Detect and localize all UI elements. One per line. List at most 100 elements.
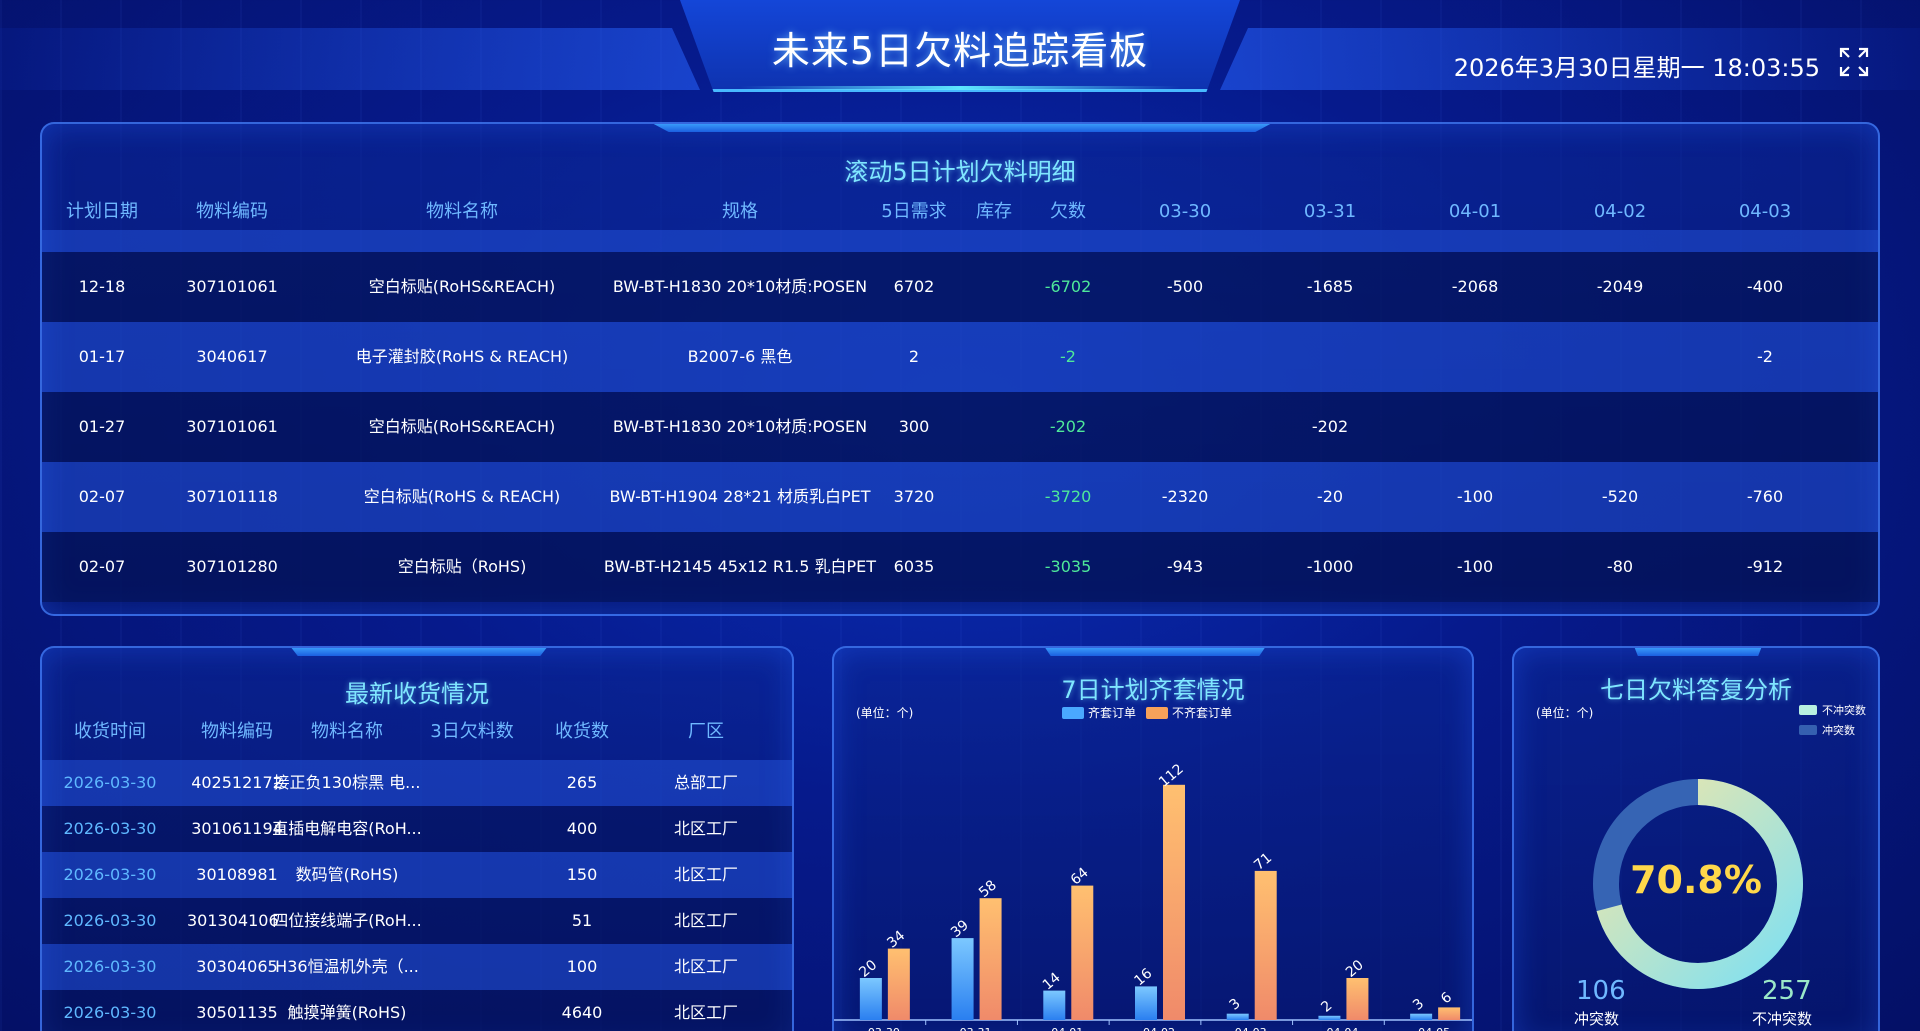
x-tick-label: 04-03 [1235, 1026, 1267, 1031]
bar-kit[interactable] [859, 978, 882, 1020]
table-cell [1550, 322, 1690, 392]
panel-tab [1634, 648, 1762, 656]
donut-legend-conflict[interactable]: 冲突数 [1799, 722, 1866, 738]
bar-not-kit[interactable] [887, 948, 910, 1020]
list-item[interactable]: 2026-03-30 30108981 数码管(RoHS) 150 北区工厂 [42, 852, 792, 898]
table-cell: BW-BT-H1904 28*21 材质乳白PET [609, 487, 871, 506]
table-row[interactable]: 12-18 307101061 空白标贴(RoHS&REACH) BW-BT-H183… [42, 252, 1878, 322]
table-cell: 6035 [893, 557, 935, 576]
column-header: 物料编码 [201, 721, 273, 742]
table-cell [417, 944, 527, 990]
table-cell: -202 [1049, 417, 1087, 436]
table-row[interactable]: 02-07 307101280 空白标贴（RoHS) BW-BT-H2145 45x1… [42, 532, 1878, 602]
table-cell: 空白标贴(RoHS&REACH) [368, 417, 556, 436]
table-cell: BW-BT-H1830 20*10材质:POSEN [612, 417, 868, 436]
table-cell [1695, 392, 1835, 462]
bar-kit[interactable] [1226, 1013, 1249, 1020]
panel-tab [650, 124, 1274, 132]
receipts-table-body[interactable]: 2026-03-30 402512172 接正负130棕黑 电... 265 总部工厂 2… [42, 750, 792, 1031]
table-cell [954, 322, 1034, 392]
x-tick-label: 03-31 [960, 1026, 992, 1031]
table-cell: -20 [1316, 487, 1344, 506]
table-row[interactable]: 01-17 3040617 电子灌封胶(RoHS & REACH) B2007-6 黑… [42, 322, 1878, 392]
list-item[interactable]: 2026-03-30 30304065 H36恒温机外壳（... 100 北区工厂 [42, 944, 792, 990]
column-header: 物料编码 [196, 201, 268, 222]
table-cell: 接正负130棕黑 电... [273, 773, 421, 792]
bar-kit[interactable] [1043, 990, 1066, 1020]
list-item[interactable]: 2026-03-30 30501135 触摸弹簧(RoHS) 4640 北区工厂 [42, 990, 792, 1031]
column-header: 库存 [976, 201, 1012, 222]
table-cell: 02-07 [78, 487, 126, 506]
table-cell: 307101118 [186, 487, 278, 506]
column-header: 04-02 [1593, 201, 1647, 222]
receipts-panel: 最新收货情况 收货时间 物料编码 物料名称 3日欠料数 收货数 厂区 2026-03-30… [40, 646, 794, 1031]
table-cell: 北区工厂 [673, 819, 738, 838]
table-cell: -2 [1060, 347, 1076, 366]
data-label: 20 [1343, 957, 1367, 981]
column-header: 物料名称 [426, 201, 498, 222]
table-cell: 北区工厂 [673, 911, 738, 930]
data-label: 71 [1251, 850, 1275, 874]
table-row[interactable]: 02-07 307101118 空白标贴(RoHS & REACH) BW-BT-H1… [42, 462, 1878, 532]
table-cell: 2026-03-30 [63, 957, 157, 976]
donut-legend-no-conflict[interactable]: 不冲突数 [1799, 702, 1866, 718]
legend-label: 冲突数 [1822, 724, 1855, 737]
bar-not-kit[interactable] [1163, 784, 1185, 1020]
table-cell: 12-18 [78, 277, 126, 296]
donut-unit-label: (单位：个) [1536, 706, 1594, 720]
table-row[interactable]: 01-27 307101061 空白标贴(RoHS&REACH) BW-BT-H183… [42, 392, 1878, 462]
list-item[interactable]: 2026-03-30 301304106-1 四位接线端子(RoH... 51 北区工厂 [42, 898, 792, 944]
x-tick-label: 04-02 [1143, 1026, 1175, 1031]
shortage-detail-panel: 滚动5日计划欠料明细 计划日期 物料编码 物料名称 规格 5日需求 库存 欠数 03-30 03… [40, 122, 1880, 616]
bar-kit[interactable] [1410, 1013, 1433, 1020]
bar-not-kit[interactable] [1346, 978, 1369, 1020]
conflict-count: 106 [1576, 976, 1626, 1006]
table-cell: 3040617 [196, 347, 268, 366]
bar-kit[interactable] [951, 938, 974, 1020]
x-tick-label: 04-01 [1051, 1026, 1083, 1031]
data-label: 20 [856, 957, 880, 981]
data-label: 6 [1438, 989, 1455, 1007]
table-cell: 总部工厂 [673, 773, 738, 792]
donut-legend: 不冲突数 冲突数 [1799, 702, 1866, 742]
table-cell [1260, 322, 1400, 392]
data-label: 64 [1068, 865, 1092, 889]
header-title-plate [680, 0, 1240, 92]
donut-segment-no-conflict[interactable] [1593, 779, 1803, 989]
table-cell: BW-BT-H2145 45x12 R1.5 乳白PET [603, 557, 877, 576]
bar-not-kit[interactable] [1071, 885, 1094, 1020]
panel-tab [1044, 648, 1266, 656]
table-cell: 301304106-1 [187, 911, 287, 930]
legend-label: 不冲突数 [1822, 704, 1866, 717]
table-cell: -760 [1746, 487, 1784, 506]
header-bar-right [1220, 28, 1920, 90]
table-cell: 30304065 [196, 957, 278, 976]
table-cell: 300 [898, 417, 930, 436]
bar-kit[interactable] [1318, 1015, 1341, 1020]
table-cell: 150 [566, 865, 598, 884]
table-cell [1550, 392, 1690, 462]
bar-not-kit[interactable] [1254, 870, 1277, 1020]
table-body[interactable]: 12-18 307101061 空白标贴(RoHS&REACH) BW-BT-H183… [42, 230, 1878, 614]
table-cell: -100 [1456, 557, 1494, 576]
bar-kit[interactable] [1135, 986, 1157, 1020]
table-cell [417, 806, 527, 852]
data-label: 3 [1227, 996, 1244, 1014]
bar-not-kit[interactable] [1438, 1007, 1461, 1020]
bar-not-kit[interactable] [979, 898, 1002, 1020]
x-tick-label: 03-30 [868, 1026, 900, 1031]
table-cell: 电子灌封胶(RoHS & REACH) [355, 347, 569, 366]
legend-item-kit[interactable]: 齐套订单 [1062, 704, 1136, 721]
list-item[interactable]: 2026-03-30 402512172 接正负130棕黑 电... 265 总部工厂 [42, 760, 792, 806]
table-cell: 307101061 [186, 417, 278, 436]
column-header: 04-01 [1448, 201, 1502, 222]
table-cell: 北区工厂 [673, 865, 738, 884]
list-item[interactable]: 2026-03-30 301061194 直插电解电容(RoH... 400 北区工厂 [42, 806, 792, 852]
table-cell: -6702 [1044, 277, 1092, 296]
table-cell: 数码管(RoHS) [295, 865, 399, 884]
donut-chart [1593, 779, 1803, 989]
legend-item-not-kit[interactable]: 不齐套订单 [1146, 704, 1232, 721]
data-label: 14 [1040, 970, 1064, 994]
table-cell [954, 532, 1034, 602]
fullscreen-icon[interactable] [1838, 46, 1870, 78]
